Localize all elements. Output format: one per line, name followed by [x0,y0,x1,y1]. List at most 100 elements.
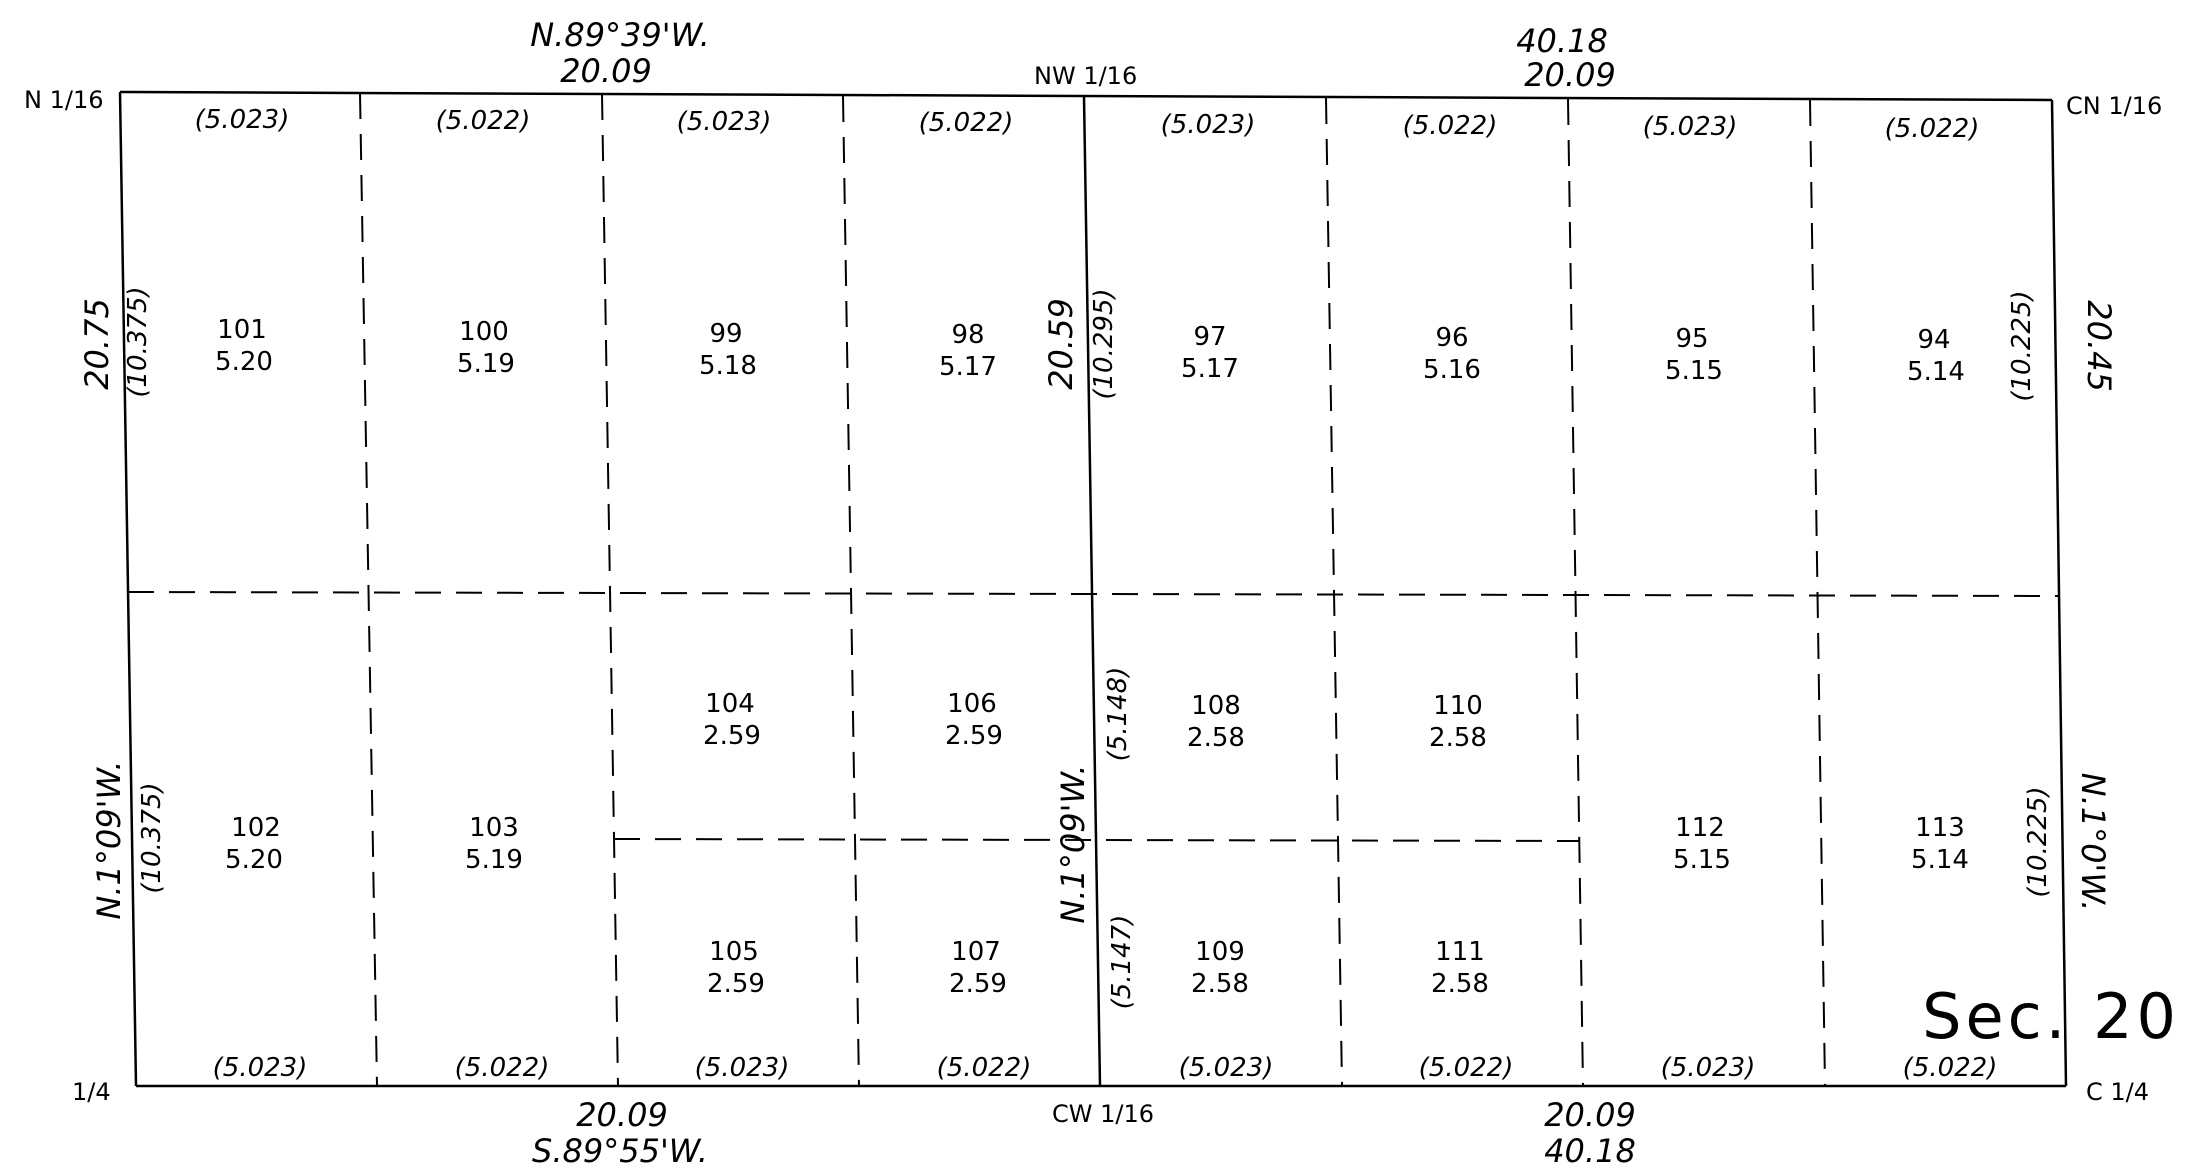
lot-acreage: 5.18 [699,351,757,381]
bottom-sub-8: (5.022) [1903,1053,1998,1083]
lot-line-v1 [359,92,378,1087]
north-distance-right: 20.09 [1524,56,1616,94]
corner-cw16: CW 1/16 [1052,1100,1154,1128]
lot-acreage: 2.58 [1431,969,1489,999]
corner-labels: N 1/16 NW 1/16 CN 1/16 1/4 CW 1/16 C 1/4 [24,62,2162,1128]
corner-c4: C 1/4 [2086,1078,2149,1106]
top-sub-1: (5.023) [195,105,290,135]
lot-number: 104 [705,689,755,719]
east-boundary [2050,99,2068,1087]
mid-bearing: N.1°09'W. [1054,764,1092,923]
lot-acreage: 2.58 [1187,723,1245,753]
lot-acreage: 5.20 [225,845,283,875]
bottom-sub-5: (5.023) [1179,1053,1274,1083]
section-label: Sec. 20 [1922,980,2180,1053]
lot-95: 955.15 [1665,324,1723,386]
lot-acreage: 5.16 [1423,355,1481,385]
top-sub-4: (5.022) [919,108,1014,138]
lot-number: 106 [947,689,997,719]
lot-number: 113 [1915,813,1965,843]
bottom-sub-4: (5.022) [937,1053,1032,1083]
lot-number: 111 [1435,937,1485,967]
lot-acreage: 2.59 [949,969,1007,999]
top-sub-8: (5.022) [1885,114,1980,144]
lot-number: 112 [1675,813,1725,843]
lot-number: 103 [469,813,519,843]
lot-number: 95 [1675,324,1708,354]
corner-n16: N 1/16 [24,86,103,114]
lot-line-v3 [842,95,860,1087]
north-boundary [119,90,2053,102]
bottom-sub-3: (5.023) [695,1053,790,1083]
lot-line-v2 [601,93,619,1087]
west-distance: 20.75 [78,298,116,390]
lot-acreage: 2.59 [703,721,761,751]
lot-acreage: 5.17 [1181,354,1239,384]
lot-line-v7 [1809,99,1826,1087]
east-distance: 20.45 [2080,300,2118,392]
lot-number: 100 [459,317,509,347]
bottom-sub-7: (5.023) [1661,1053,1756,1083]
subdivision-calls: (5.023) (5.022) (5.023) (5.022) (5.023) … [123,105,2053,1083]
lot-line-v6 [1567,98,1584,1087]
lot-number: 102 [231,813,281,843]
lot-acreage: 5.14 [1907,357,1965,387]
lot-number: 98 [951,320,984,350]
lot-97: 975.17 [1181,322,1239,384]
lot-number: 96 [1435,323,1468,353]
lot-acreage: 5.19 [457,349,515,379]
mid-distance: 20.59 [1042,298,1080,390]
lot-number: 97 [1193,322,1226,352]
lot-acreage: 5.15 [1673,845,1731,875]
north-bearing: N.89°39'W. [530,16,710,54]
lot-number: 110 [1433,691,1483,721]
west-sub-lower: (10.375) [137,782,167,893]
lot-acreage: 5.17 [939,352,997,382]
lot-acreage: 2.59 [707,969,765,999]
center-sixteenth-line [1082,96,1102,1087]
lot-acreage: 5.20 [215,347,273,377]
east-bearing: N.1°0'W. [2074,773,2112,912]
lot-number: 105 [709,937,759,967]
lot-acreage: 5.19 [465,845,523,875]
corner-q4: 1/4 [72,1078,111,1106]
south-distance-total: 40.18 [1544,1132,1636,1170]
corner-cn16: CN 1/16 [2066,92,2162,120]
west-sub-upper: (10.375) [123,286,153,397]
mid-sub-upper: (10.295) [1089,288,1119,399]
lot-lines [127,92,2061,1087]
top-sub-6: (5.022) [1403,111,1498,141]
lot-99: 995.18 [699,319,757,381]
lot-98: 985.17 [939,320,997,382]
lot-94: 945.14 [1907,325,1965,387]
top-sub-2: (5.022) [436,106,531,136]
south-distance-right: 20.09 [1544,1096,1636,1134]
lot-acreage: 2.58 [1429,723,1487,753]
boundary-calls: N.89°39'W. 20.09 40.18 20.09 20.09 S.89°… [78,16,2118,1170]
bottom-sub-6: (5.022) [1419,1053,1514,1083]
mid-sub-lower-b: (5.147) [1107,915,1137,1010]
lot-acreage: 2.58 [1191,969,1249,999]
east-sub-lower: (10.225) [2023,786,2053,897]
bottom-sub-1: (5.023) [213,1053,308,1083]
lot-line-v5 [1325,97,1343,1087]
mid-sub-lower-a: (5.148) [1103,667,1133,762]
lot-acreage: 5.15 [1665,356,1723,386]
lot-number: 108 [1191,691,1241,721]
top-sub-3: (5.023) [677,107,772,137]
lot-number: 101 [217,315,267,345]
south-distance-left: 20.09 [576,1096,668,1134]
lot-line-h-mid [127,591,2061,597]
